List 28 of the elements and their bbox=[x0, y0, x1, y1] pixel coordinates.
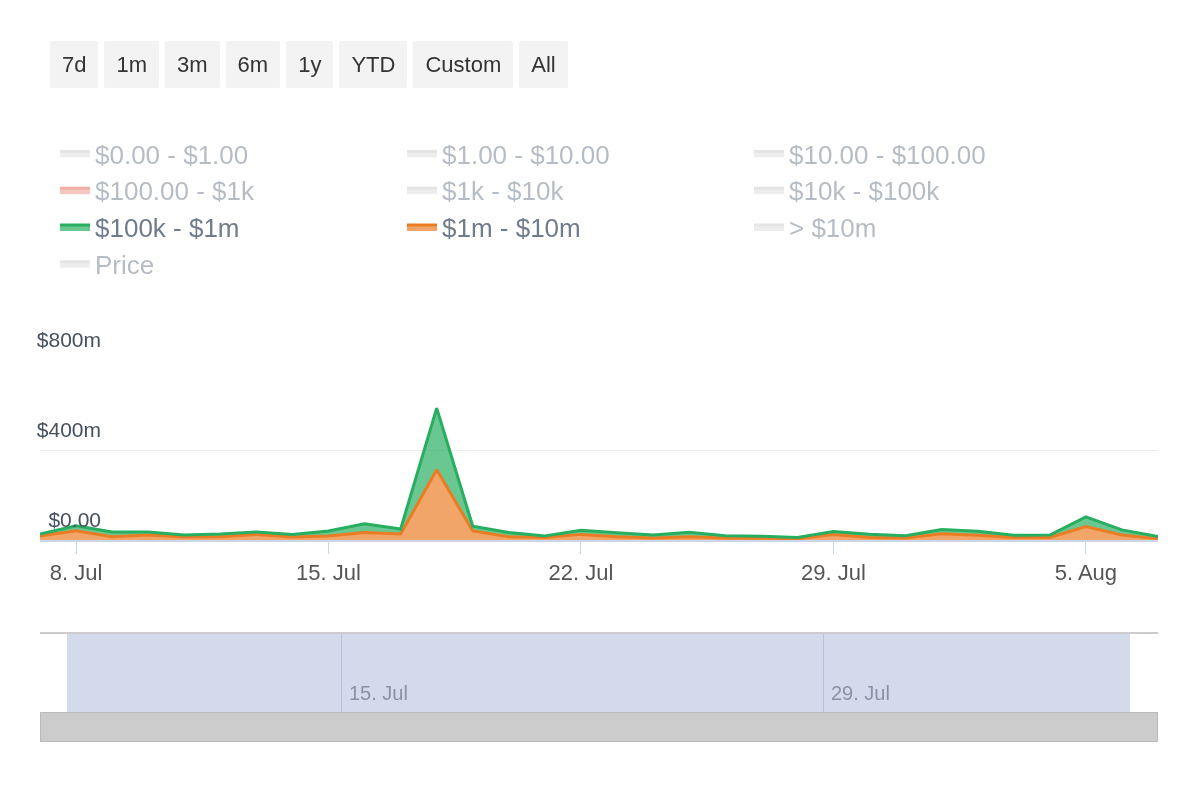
legend-label: $10k - $100k bbox=[789, 176, 941, 207]
text: 7d bbox=[50, 41, 99, 88]
text: 15. Jul bbox=[349, 682, 408, 705]
text: YTD bbox=[339, 41, 408, 88]
x-tick-label: 5. Aug bbox=[1054, 560, 1118, 586]
x-tick-label: 15. Jul bbox=[296, 560, 361, 586]
text: All bbox=[519, 41, 568, 88]
legend-label: Price bbox=[95, 249, 155, 280]
x-tick-label: 29. Jul bbox=[801, 560, 866, 586]
legend-label: $0.00 - $1.00 bbox=[95, 139, 249, 170]
text: 6m bbox=[225, 41, 281, 88]
legend-label: $1k - $10k bbox=[442, 176, 565, 207]
legend-label: $100.00 - $1k bbox=[95, 176, 256, 207]
legend-label: > $10m bbox=[789, 213, 877, 244]
text: 1y bbox=[286, 41, 334, 88]
x-tick-label: 8. Jul bbox=[49, 560, 103, 586]
y-tick-label: $0.00 bbox=[48, 508, 101, 532]
text: Custom bbox=[413, 41, 514, 88]
legend-label: $100k - $1m bbox=[95, 213, 240, 244]
y-tick-label: $400m bbox=[36, 418, 101, 442]
legend-label: $1m - $10m bbox=[442, 213, 581, 244]
text: 29. Jul bbox=[831, 682, 890, 705]
x-tick-label: 22. Jul bbox=[548, 560, 614, 586]
text: 1m bbox=[104, 41, 160, 88]
text: 3m bbox=[165, 41, 220, 88]
y-tick-label: $800m bbox=[36, 328, 101, 352]
legend-label: $1.00 - $10.00 bbox=[442, 139, 610, 170]
legend-label: $10.00 - $100.00 bbox=[789, 139, 986, 170]
